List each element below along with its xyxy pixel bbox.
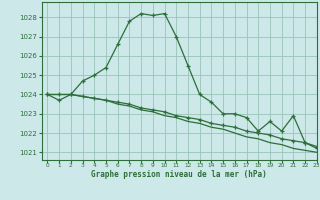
X-axis label: Graphe pression niveau de la mer (hPa): Graphe pression niveau de la mer (hPa) — [91, 170, 267, 179]
